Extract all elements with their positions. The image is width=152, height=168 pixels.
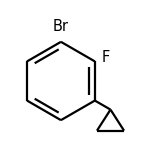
- Text: F: F: [101, 50, 110, 65]
- Text: Br: Br: [53, 18, 69, 34]
